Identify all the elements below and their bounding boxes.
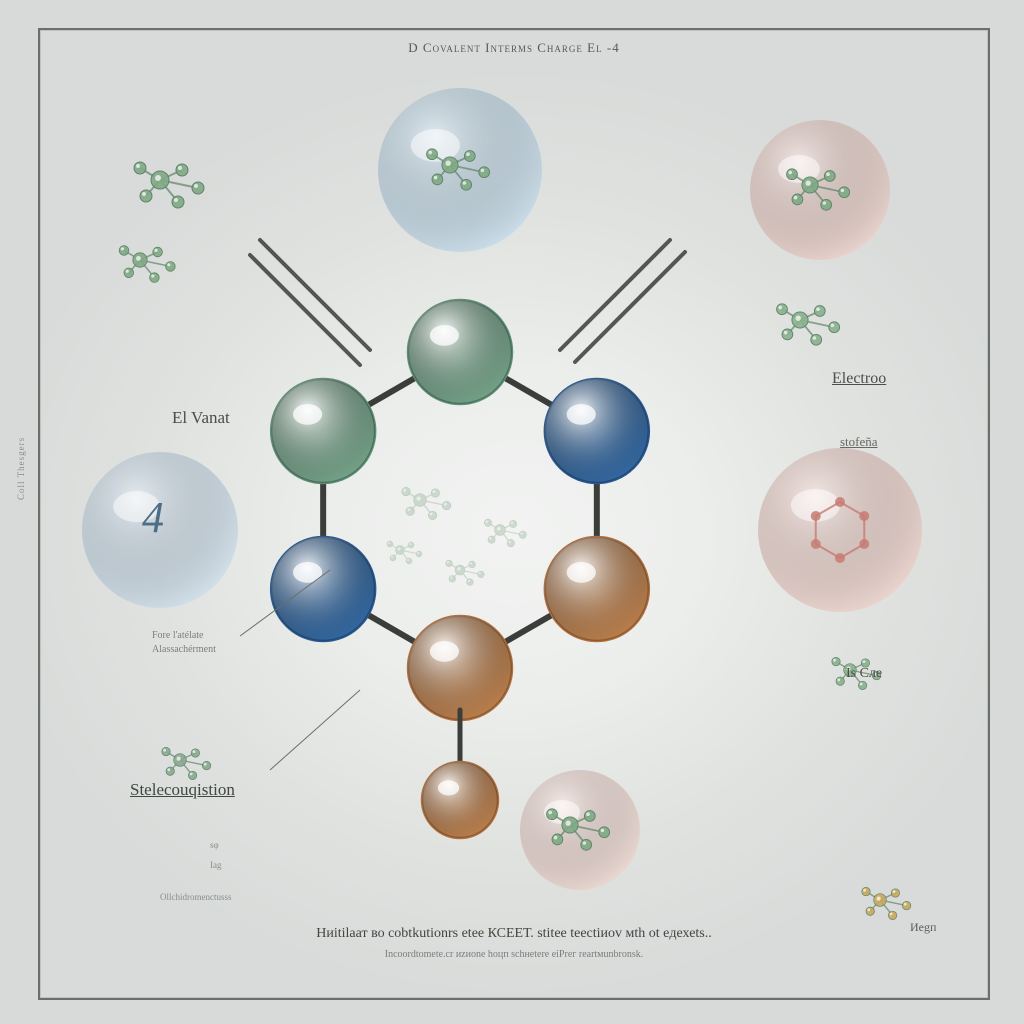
page: D Covalent Interms Charge El -4 Coll The… (0, 0, 1024, 1024)
ring-atom-3 (408, 616, 512, 720)
ring-atom-2 (545, 537, 649, 641)
side-caption: Coll Thesgers (16, 437, 26, 500)
footer-line-2: Incoordtomete.cr иzиone hoцп schнetere e… (40, 949, 988, 960)
ring-atom-1 (545, 379, 649, 483)
bubble-right (758, 448, 922, 612)
ring-atom-0 (408, 300, 512, 404)
diagram-svg (40, 30, 988, 998)
bubble-tr (750, 120, 890, 260)
legend-tiny: Iag (210, 860, 222, 870)
diagram-panel: D Covalent Interms Charge El -4 Coll The… (38, 28, 990, 1000)
label: stofeña (840, 434, 878, 450)
small-molecule (134, 162, 204, 208)
label: El Vanat (172, 408, 230, 428)
small-molecule (387, 541, 422, 564)
label: Alassachérment (152, 644, 216, 655)
legend-tiny: Ollchidromenctusss (160, 892, 232, 902)
label: Electroo (832, 370, 886, 388)
bubble-bottom (520, 770, 640, 890)
label: Is Cле (846, 666, 882, 682)
small-molecule (862, 887, 911, 919)
small-molecule (162, 747, 211, 779)
small-molecule (484, 519, 526, 547)
label: Fore l'atélate (152, 630, 204, 641)
pendant-atom (422, 762, 498, 838)
ring-atom-4 (271, 537, 375, 641)
small-molecule (402, 487, 451, 519)
ring-atom-5 (271, 379, 375, 483)
small-molecule (119, 246, 175, 283)
center-molecules-layer (387, 487, 526, 585)
legend-tiny: sφ (210, 840, 219, 850)
small-molecule (446, 560, 485, 585)
bubble-top (378, 88, 542, 252)
label: Stelecouqistion (130, 780, 235, 800)
footer-line-1: Hиitilаат во cobtkutionrs etee КСЕЕТ. st… (40, 926, 988, 942)
numeral-4: 4 (142, 492, 164, 543)
pendant-layer (422, 710, 498, 838)
ring-layer (271, 300, 649, 720)
small-molecule (777, 304, 840, 345)
